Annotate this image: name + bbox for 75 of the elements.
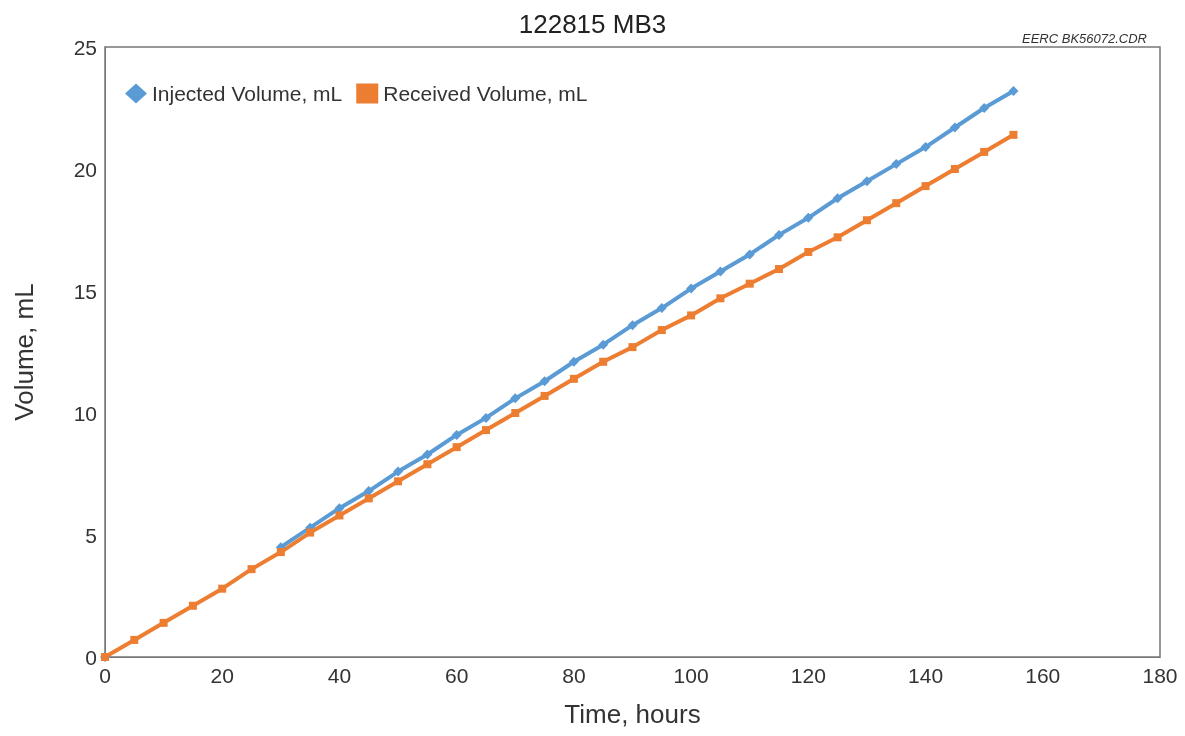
point [861, 176, 872, 187]
legend-label: Injected Volume, mL [152, 82, 343, 105]
point [832, 193, 843, 204]
point [598, 339, 609, 350]
legend-label: Received Volume, mL [383, 82, 588, 105]
point [892, 199, 901, 208]
y-tick-label: 5 [85, 523, 97, 547]
point [803, 212, 814, 223]
point [687, 311, 696, 320]
point [921, 182, 930, 191]
point [949, 122, 960, 133]
x-tick-label: 80 [562, 664, 586, 687]
chart-title: 122815 MB3 [518, 9, 667, 39]
point [540, 391, 549, 400]
x-tick-label: 120 [790, 664, 826, 687]
text: EERC BK56072.CDR [1022, 31, 1147, 46]
point [920, 142, 931, 153]
point [218, 584, 227, 593]
x-tick-label: 20 [210, 664, 234, 687]
point [979, 103, 990, 113]
y-tick-label: 10 [73, 401, 97, 425]
point [481, 426, 490, 435]
point [511, 409, 520, 417]
point [276, 548, 285, 557]
point [745, 279, 754, 288]
point [423, 460, 432, 469]
y-tick-label: 20 [73, 157, 97, 181]
point [657, 326, 666, 335]
point [159, 618, 168, 627]
point [775, 265, 784, 274]
point [980, 147, 989, 156]
point [833, 233, 842, 242]
x-tick-label: 100 [673, 664, 709, 687]
point [510, 393, 521, 404]
y-tick-label: 25 [73, 35, 97, 59]
point [716, 294, 725, 303]
point [628, 343, 637, 352]
point [364, 494, 373, 503]
point [451, 429, 462, 440]
point [715, 266, 726, 277]
point [568, 356, 579, 367]
y-axis-title: Volume, mL [9, 283, 39, 421]
y-tick-label: 0 [85, 645, 97, 669]
x-tick-label: 60 [444, 664, 469, 687]
x-tick-label: 180 [1142, 664, 1178, 687]
point [686, 283, 697, 294]
point [452, 443, 461, 452]
point [950, 165, 959, 173]
point [891, 159, 902, 170]
point [1008, 85, 1019, 96]
point [862, 216, 871, 225]
point [247, 565, 256, 574]
point [599, 357, 608, 366]
point [774, 229, 785, 240]
point [744, 249, 755, 260]
y-tick-label: 15 [73, 279, 97, 303]
point [627, 320, 638, 331]
point [306, 528, 315, 537]
point [656, 303, 667, 314]
x-tick-label: 160 [1025, 664, 1061, 687]
x-tick-label: 40 [327, 664, 352, 687]
point [335, 511, 344, 520]
x-axis-title: Time, hours [564, 699, 701, 729]
point [188, 601, 197, 610]
point [393, 466, 404, 477]
x-tick-label: 140 [908, 664, 944, 687]
x-tick-label: 0 [99, 664, 111, 687]
point [1009, 130, 1018, 139]
point [394, 477, 403, 486]
point [422, 449, 433, 460]
point [569, 374, 578, 383]
point [804, 247, 813, 256]
point [539, 376, 550, 387]
point [480, 412, 491, 423]
point [130, 635, 139, 644]
